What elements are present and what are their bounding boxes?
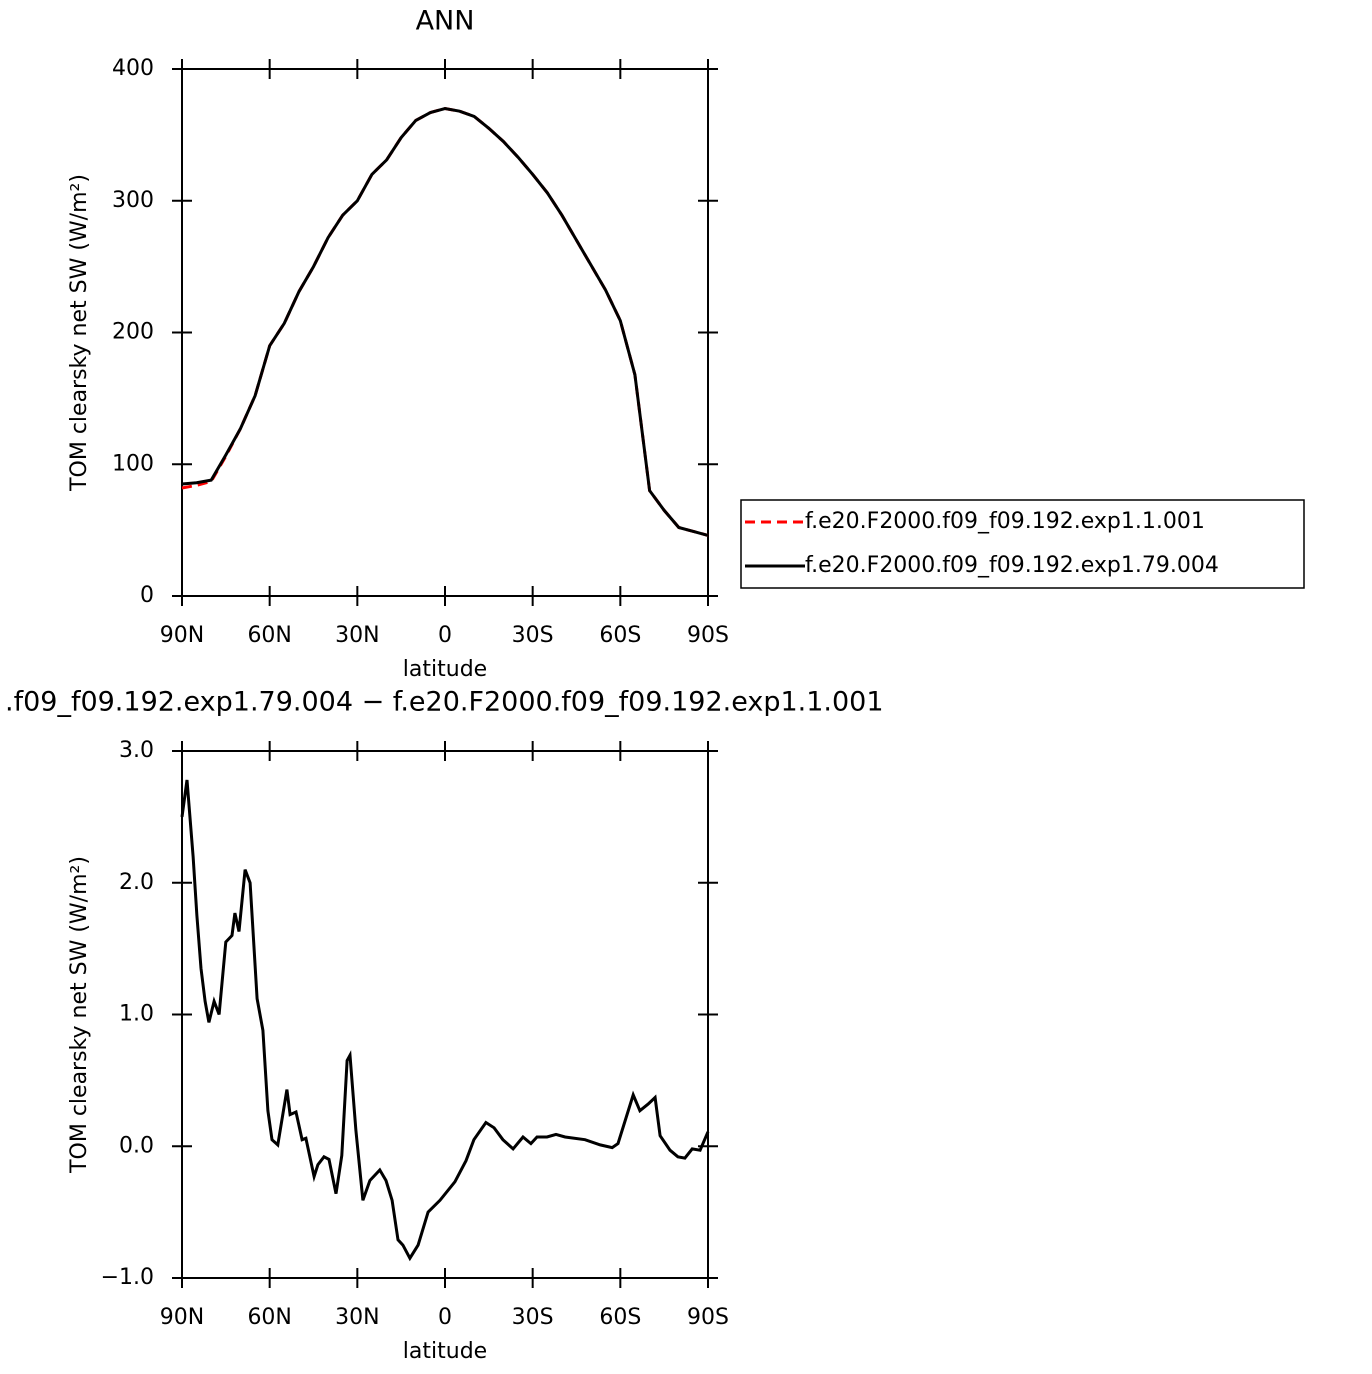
y-tick-label: 100	[112, 451, 154, 476]
x-axis-label: latitude	[403, 1339, 487, 1364]
legend-box	[740, 499, 1305, 589]
chart-title: .f09_f09.192.exp1.79.004 − f.e20.F2000.f…	[5, 687, 884, 718]
y-tick-label: 0	[140, 583, 154, 608]
legend-label: f.e20.F2000.f09_f09.192.exp1.79.004	[805, 553, 1219, 578]
x-tick-label: 60S	[599, 1305, 641, 1330]
y-tick-label: 3.0	[119, 738, 154, 763]
y-tick-label: 300	[112, 188, 154, 213]
chart-title: ANN	[416, 6, 475, 37]
y-tick-label: 1.0	[119, 1002, 154, 1027]
x-tick-label: 90N	[160, 1305, 204, 1330]
x-tick-label: 90N	[160, 623, 204, 648]
y-tick-label: 200	[112, 320, 154, 345]
y-tick-label: −1.0	[101, 1265, 154, 1290]
x-tick-label: 30S	[512, 1305, 554, 1330]
legend-label: f.e20.F2000.f09_f09.192.exp1.1.001	[805, 509, 1205, 534]
plot-frame	[181, 750, 709, 1279]
x-tick-label: 90S	[687, 623, 729, 648]
x-tick-label: 30N	[335, 1305, 379, 1330]
data-line	[181, 106, 709, 537]
x-tick-label: 0	[438, 1305, 452, 1330]
y-tick-label: 0.0	[119, 1133, 154, 1158]
x-tick-label: 30S	[512, 623, 554, 648]
data-line	[181, 106, 709, 537]
x-tick-label: 30N	[335, 623, 379, 648]
x-tick-label: 90S	[687, 1305, 729, 1330]
y-axis-label: TOM clearsky net SW (W/m²)	[67, 856, 92, 1174]
plot-frame	[181, 68, 709, 597]
y-tick-label: 400	[112, 56, 154, 81]
y-axis-label: TOM clearsky net SW (W/m²)	[67, 174, 92, 492]
x-tick-label: 0	[438, 623, 452, 648]
x-tick-label: 60S	[599, 623, 641, 648]
x-axis-label: latitude	[403, 657, 487, 682]
data-line	[180, 779, 710, 1262]
y-tick-label: 2.0	[119, 870, 154, 895]
x-tick-label: 60N	[247, 1305, 291, 1330]
x-tick-label: 60N	[247, 623, 291, 648]
